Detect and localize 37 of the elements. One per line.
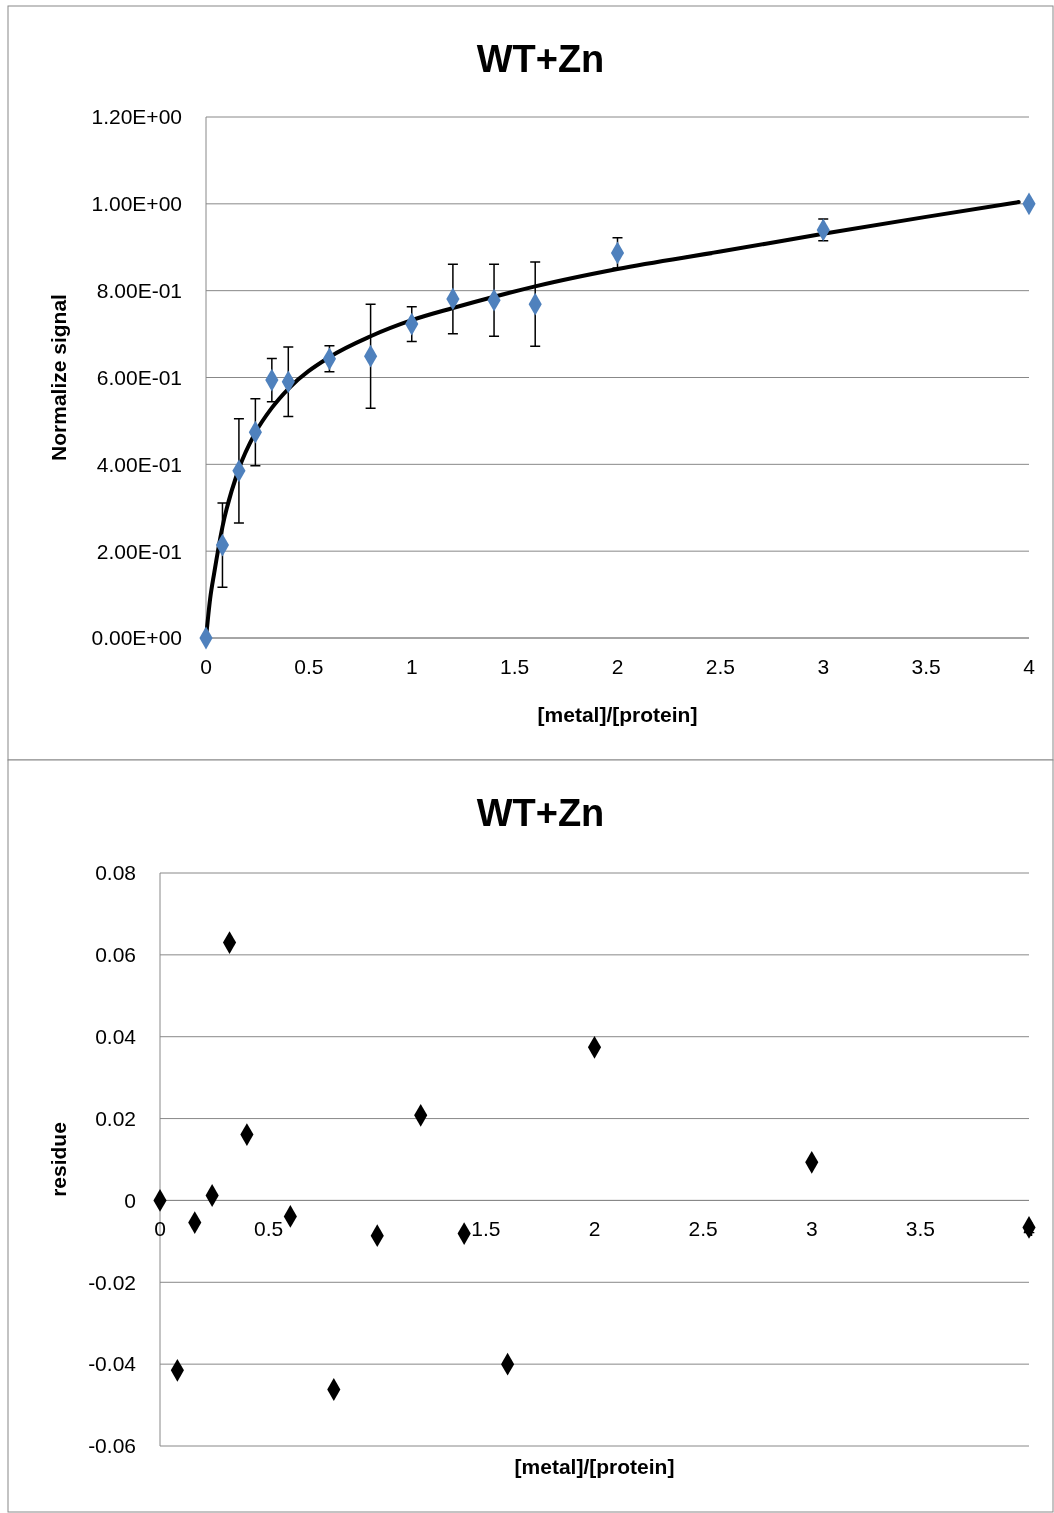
y-tick-label: 8.00E-01 xyxy=(96,279,182,303)
y-tick-label: 4.00E-01 xyxy=(96,452,182,476)
x-tick-label: 3 xyxy=(817,655,830,678)
y-tick-label: 6.00E-01 xyxy=(96,365,182,389)
x-tick-label: 1 xyxy=(405,655,418,678)
x-tick-label: 0 xyxy=(200,655,212,678)
x-tick-label: 1.5 xyxy=(500,655,530,678)
y-tick-label: 1.00E+00 xyxy=(91,192,182,216)
y-tick-label: -0.04 xyxy=(88,1352,137,1376)
chart-title: WT+Zn xyxy=(476,38,605,80)
x-tick-label: 3.5 xyxy=(911,655,941,678)
y-tick-label: 0 xyxy=(124,1188,136,1212)
y-axis-title: residue xyxy=(47,1122,70,1197)
x-tick-label: 3 xyxy=(805,1217,818,1241)
x-tick-label: 3.5 xyxy=(905,1217,935,1241)
chart-title: WT+Zn xyxy=(476,792,605,834)
y-tick-label: -0.02 xyxy=(88,1270,136,1294)
x-tick-label: 2.5 xyxy=(705,655,735,678)
y-tick-label: 0.04 xyxy=(95,1025,137,1049)
y-tick-label: 1.20E+00 xyxy=(91,105,182,129)
y-tick-label: 0.02 xyxy=(95,1106,136,1130)
x-tick-label: 0.5 xyxy=(294,655,324,678)
y-tick-label: 2.00E-01 xyxy=(96,539,182,563)
x-axis-title: [metal]/[protein] xyxy=(537,703,698,726)
x-tick-label: 0.5 xyxy=(254,1217,284,1241)
x-axis-title: [metal]/[protein] xyxy=(514,1455,675,1478)
y-axis-title: Normalize signal xyxy=(47,294,70,461)
x-tick-label: 4 xyxy=(1023,655,1036,678)
y-tick-label: 0.06 xyxy=(95,943,136,967)
y-tick-label: -0.06 xyxy=(88,1434,136,1458)
y-tick-label: 0.00E+00 xyxy=(91,626,182,650)
x-tick-label: 2 xyxy=(611,655,624,678)
x-tick-label: 0 xyxy=(154,1217,166,1241)
y-tick-label: 0.08 xyxy=(95,861,136,885)
x-tick-label: 1.5 xyxy=(471,1217,501,1241)
x-tick-label: 2 xyxy=(588,1217,601,1241)
x-tick-label: 2.5 xyxy=(688,1217,718,1241)
